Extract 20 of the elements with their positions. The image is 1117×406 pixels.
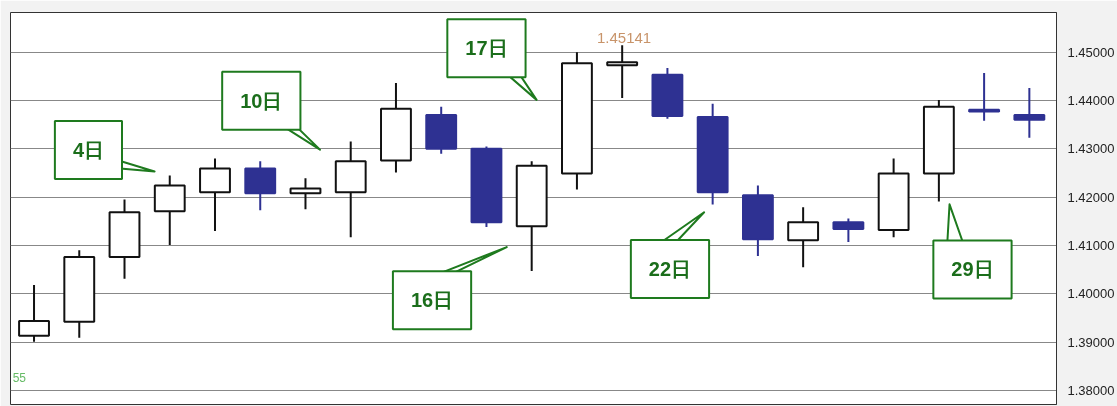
annotation: 16日 [410,289,454,312]
y-tick-label: 1.44000 [1067,92,1115,108]
y-tick-label: 1.43000 [1067,141,1115,157]
annotation: 22日 [648,257,692,280]
y-tick-label: 1.40000 [1067,286,1115,302]
candlestick [289,177,322,211]
candlestick [606,44,639,100]
y-tick-label: 1.42000 [1067,189,1115,205]
annotation: 17日 [465,37,508,60]
annotation: 55 [12,370,27,385]
candlestick [968,71,1001,122]
y-tick-label: 1.45000 [1067,44,1115,60]
y-tick-label: 1.38000 [1067,382,1115,398]
annotation: 10日 [240,89,283,112]
candlestick [1013,86,1046,139]
annotation: 29日 [951,258,994,281]
y-tick-label: 1.39000 [1067,334,1115,350]
y-tick-label: 1.41000 [1067,237,1115,253]
annotation: 4日 [72,139,105,162]
annotation: 1.45141 [596,29,652,47]
